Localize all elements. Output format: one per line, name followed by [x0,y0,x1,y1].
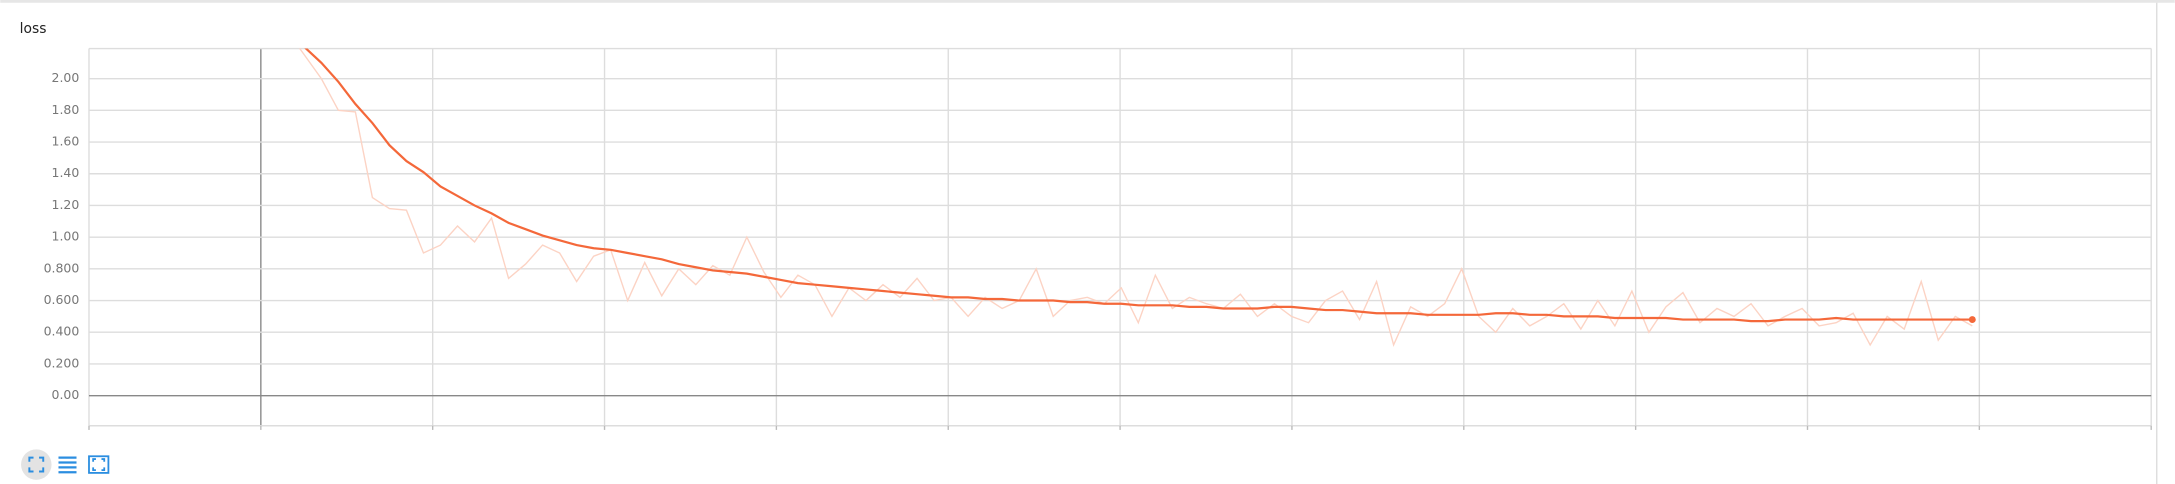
log-scale-icon[interactable] [58,456,77,474]
grid: 0.00 0.200 0.400 0.600 0.800 1.00 1.20 1.40 1.60… [44,47,2152,430]
y-tick-label: 0.800 [44,260,80,275]
y-tick-label: 2.00 [52,70,80,85]
y-tick-label: 0.600 [44,292,80,307]
smoothed-line [304,48,1973,323]
fit-button-bg [21,449,52,480]
expand-icon[interactable] [88,455,110,474]
plot [298,48,1976,347]
y-tick-label: 0.400 [44,324,80,339]
y-tick-label: 1.40 [52,165,80,180]
y-tick-label: 0.200 [44,355,80,370]
y-tick-label: 0.00 [52,387,80,402]
fit-icon[interactable] [28,456,45,473]
y-tick-label: 1.60 [52,134,80,149]
y-tick-label: 1.80 [52,102,80,117]
last-point [1968,316,1976,324]
y-tick-label: 1.00 [52,229,80,244]
top-border [0,0,2175,3]
toolbar [21,449,110,480]
y-tick-label: 1.20 [52,197,80,212]
chart-title: loss [20,21,47,37]
